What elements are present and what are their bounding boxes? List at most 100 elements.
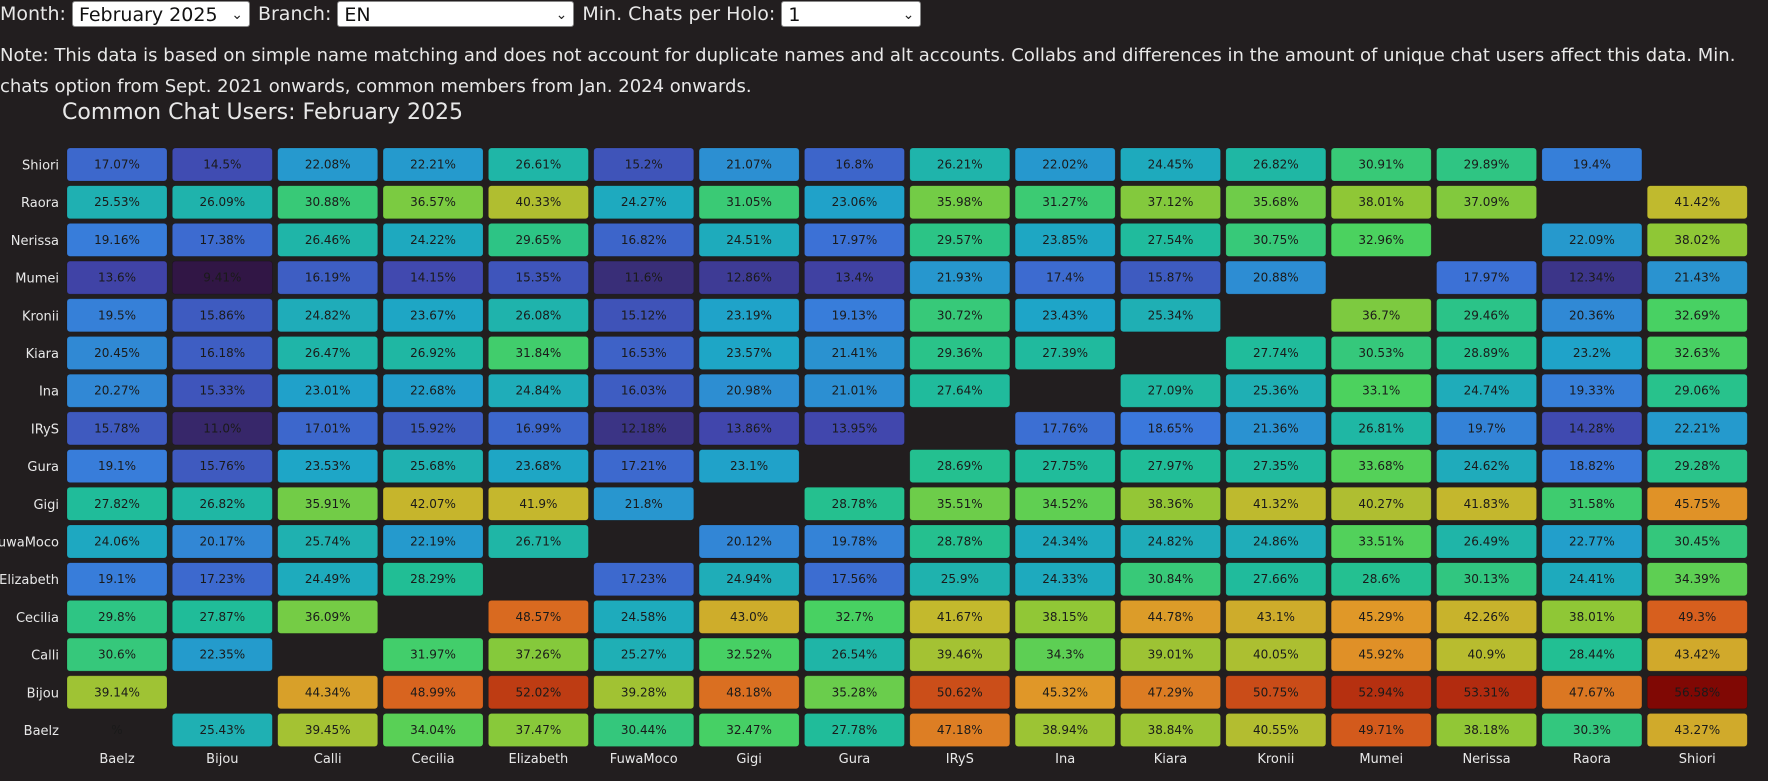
- heatmap-cell[interactable]: [1014, 637, 1116, 672]
- heatmap-cell[interactable]: [66, 675, 168, 710]
- heatmap-cell[interactable]: [277, 298, 379, 333]
- heatmap-cell[interactable]: [593, 600, 695, 634]
- heatmap-cell[interactable]: [1014, 562, 1116, 597]
- heatmap-cell[interactable]: [698, 298, 800, 333]
- month-select[interactable]: February 2025 ⌄: [71, 1, 250, 27]
- heatmap-cell[interactable]: [1225, 185, 1327, 219]
- heatmap-cell[interactable]: [382, 524, 484, 559]
- heatmap-cell[interactable]: [1646, 373, 1748, 408]
- heatmap-cell[interactable]: [172, 260, 273, 295]
- heatmap-cell[interactable]: [593, 336, 695, 370]
- heatmap-cell[interactable]: [382, 185, 484, 219]
- heatmap-cell[interactable]: [1225, 147, 1327, 182]
- heatmap-cell[interactable]: [1120, 637, 1221, 672]
- heatmap-cell[interactable]: [804, 260, 905, 295]
- heatmap-cell[interactable]: [488, 637, 589, 672]
- heatmap-cell[interactable]: [804, 298, 905, 333]
- heatmap-cell[interactable]: [172, 449, 273, 483]
- heatmap-cell[interactable]: [698, 223, 800, 257]
- heatmap-cell[interactable]: [909, 336, 1011, 370]
- heatmap-cell[interactable]: [1541, 147, 1643, 182]
- heatmap-cell[interactable]: [277, 223, 379, 257]
- heatmap-cell[interactable]: [1646, 486, 1748, 521]
- heatmap-cell[interactable]: [277, 600, 379, 634]
- heatmap-cell[interactable]: [1330, 675, 1432, 710]
- heatmap-cell[interactable]: [1330, 637, 1432, 672]
- heatmap-cell[interactable]: [382, 675, 484, 710]
- heatmap-cell[interactable]: [1225, 637, 1327, 672]
- heatmap-cell[interactable]: [66, 373, 168, 408]
- heatmap-cell[interactable]: [1646, 260, 1748, 295]
- heatmap-cell[interactable]: [1225, 675, 1327, 710]
- heatmap-cell[interactable]: [1646, 600, 1748, 634]
- heatmap-cell[interactable]: [1014, 713, 1116, 747]
- heatmap-cell[interactable]: [593, 562, 695, 597]
- heatmap-cell[interactable]: [1646, 185, 1748, 219]
- heatmap-cell[interactable]: [1014, 524, 1116, 559]
- heatmap-cell[interactable]: [488, 524, 589, 559]
- heatmap-cell[interactable]: [1541, 373, 1643, 408]
- heatmap-cell[interactable]: [698, 713, 800, 747]
- heatmap-cell[interactable]: [277, 562, 379, 597]
- heatmap-cell[interactable]: [1330, 562, 1432, 597]
- heatmap-cell[interactable]: [172, 223, 273, 257]
- heatmap-cell[interactable]: [382, 298, 484, 333]
- heatmap-cell[interactable]: [488, 449, 589, 483]
- heatmap-cell[interactable]: [382, 336, 484, 370]
- heatmap-cell[interactable]: [1330, 298, 1432, 333]
- heatmap-cell[interactable]: [1330, 524, 1432, 559]
- heatmap-cell[interactable]: [1646, 637, 1748, 672]
- heatmap-cell[interactable]: [909, 185, 1011, 219]
- heatmap-cell[interactable]: [488, 260, 589, 295]
- heatmap-cell[interactable]: [909, 147, 1011, 182]
- heatmap-cell[interactable]: [488, 298, 589, 333]
- heatmap-cell[interactable]: [1330, 486, 1432, 521]
- heatmap-cell[interactable]: [1120, 298, 1221, 333]
- heatmap-cell[interactable]: [593, 373, 695, 408]
- heatmap-cell[interactable]: [382, 260, 484, 295]
- heatmap-cell[interactable]: [172, 373, 273, 408]
- heatmap-cell[interactable]: [382, 373, 484, 408]
- heatmap-cell[interactable]: [1225, 260, 1327, 295]
- heatmap-cell[interactable]: [909, 675, 1011, 710]
- heatmap-cell[interactable]: [909, 260, 1011, 295]
- heatmap-cell[interactable]: [1014, 411, 1116, 446]
- heatmap-cell[interactable]: [804, 486, 905, 521]
- heatmap-cell[interactable]: [698, 185, 800, 219]
- heatmap-cell[interactable]: [172, 600, 273, 634]
- heatmap-cell[interactable]: [66, 600, 168, 634]
- heatmap-cell[interactable]: [804, 562, 905, 597]
- heatmap-cell[interactable]: [66, 298, 168, 333]
- heatmap-cell[interactable]: [1330, 713, 1432, 747]
- heatmap-cell[interactable]: [1330, 449, 1432, 483]
- heatmap-cell[interactable]: [172, 486, 273, 521]
- heatmap-cell[interactable]: [1120, 147, 1221, 182]
- heatmap-cell[interactable]: [488, 373, 589, 408]
- heatmap-cell[interactable]: [593, 449, 695, 483]
- heatmap-cell[interactable]: [593, 147, 695, 182]
- heatmap-cell[interactable]: [1541, 411, 1643, 446]
- heatmap-cell[interactable]: [1120, 562, 1221, 597]
- heatmap-cell[interactable]: [277, 185, 379, 219]
- heatmap-cell[interactable]: [382, 147, 484, 182]
- heatmap-cell[interactable]: [698, 637, 800, 672]
- heatmap-cell[interactable]: [1436, 147, 1537, 182]
- heatmap-cell[interactable]: [172, 637, 273, 672]
- heatmap-cell[interactable]: [1120, 411, 1221, 446]
- heatmap-cell[interactable]: [1014, 675, 1116, 710]
- heatmap-cell[interactable]: [1120, 260, 1221, 295]
- heatmap-cell[interactable]: [804, 675, 905, 710]
- heatmap-cell[interactable]: [593, 675, 695, 710]
- heatmap-cell[interactable]: [593, 260, 695, 295]
- heatmap-cell[interactable]: [1225, 223, 1327, 257]
- heatmap-cell[interactable]: [909, 524, 1011, 559]
- heatmap-cell[interactable]: [1436, 675, 1537, 710]
- heatmap-cell[interactable]: [698, 524, 800, 559]
- heatmap-cell[interactable]: [1646, 562, 1748, 597]
- heatmap-cell[interactable]: [1646, 336, 1748, 370]
- heatmap-cell[interactable]: [1330, 223, 1432, 257]
- heatmap-cell[interactable]: [66, 147, 168, 182]
- heatmap-cell[interactable]: [1225, 373, 1327, 408]
- heatmap-cell[interactable]: [593, 298, 695, 333]
- heatmap-cell[interactable]: [698, 600, 800, 634]
